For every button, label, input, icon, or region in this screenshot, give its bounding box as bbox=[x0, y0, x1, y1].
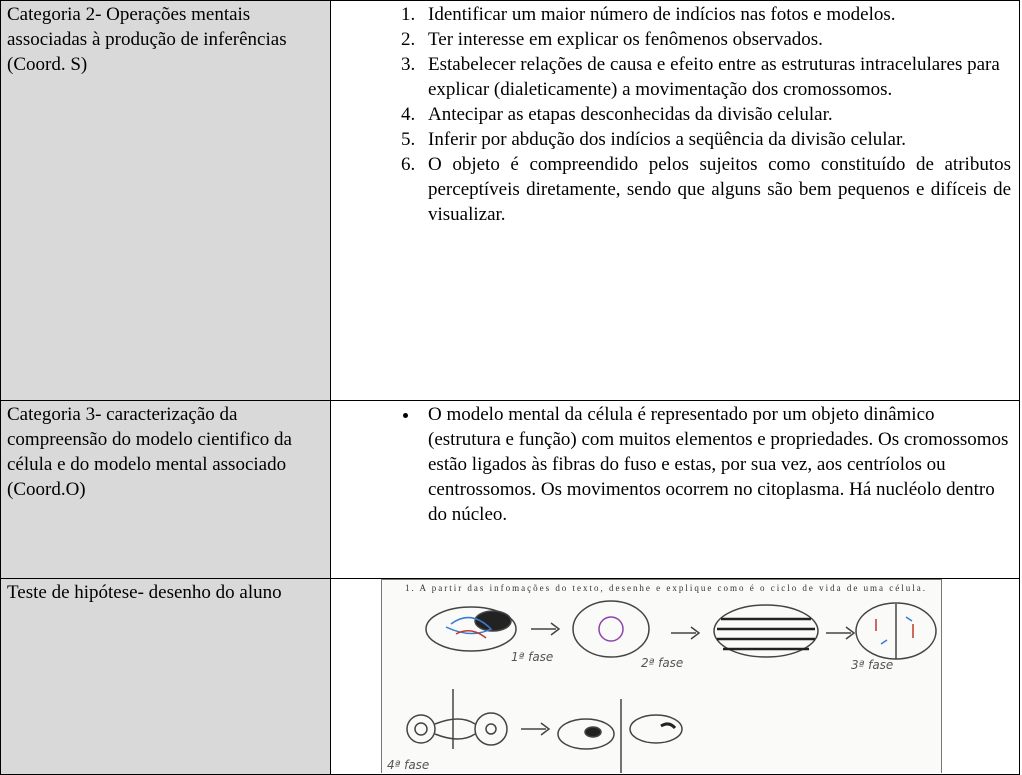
list-item: O objeto é compreendido pelos sujeitos c… bbox=[420, 152, 1011, 227]
list-item: Identificar um maior número de indícios … bbox=[420, 2, 1011, 27]
phase-label: 4ª fase bbox=[387, 758, 429, 772]
row: Teste de hipótese- desenho do aluno 1. A… bbox=[0, 578, 1020, 775]
row: Categoria 2- Operações mentais associada… bbox=[0, 0, 1020, 401]
phase-label: 1ª fase bbox=[511, 650, 553, 664]
phase-label: 2ª fase bbox=[641, 656, 683, 670]
drawing-frame bbox=[381, 579, 942, 773]
list-item: O modelo mental da célula é representado… bbox=[420, 402, 1011, 527]
list-item: Inferir por abdução dos indícios a seqüê… bbox=[420, 127, 1011, 152]
list-item: Ter interesse em explicar os fenômenos o… bbox=[420, 27, 1011, 52]
item-list: O modelo mental da célula é representado… bbox=[331, 402, 1011, 527]
row-body: O modelo mental da célula é representado… bbox=[330, 400, 1020, 579]
phase-label: 3ª fase bbox=[851, 658, 893, 672]
row-label: Teste de hipótese- desenho do aluno bbox=[0, 578, 331, 775]
row-label: Categoria 3- caracterização da compreens… bbox=[0, 400, 331, 579]
student-drawing: 1. A partir das infomações do texto, des… bbox=[381, 579, 942, 773]
row-body: 1. A partir das infomações do texto, des… bbox=[330, 578, 1020, 775]
row-label: Categoria 2- Operações mentais associada… bbox=[0, 0, 331, 401]
item-list: Identificar um maior número de indícios … bbox=[331, 2, 1011, 227]
row: Categoria 3- caracterização da compreens… bbox=[0, 400, 1020, 579]
row-body: Identificar um maior número de indícios … bbox=[330, 0, 1020, 401]
list-item: Antecipar as etapas desconhecidas da div… bbox=[420, 102, 1011, 127]
sketch bbox=[406, 600, 937, 773]
list-item: Estabelecer relações de causa e efeito e… bbox=[420, 52, 1011, 102]
